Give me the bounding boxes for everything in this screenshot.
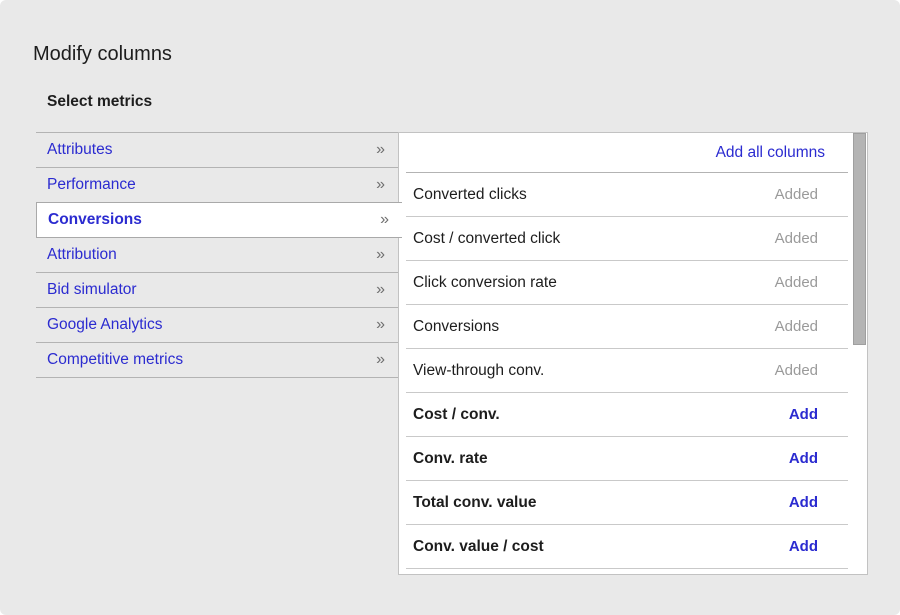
metric-label: Total conv. value xyxy=(413,493,537,511)
sidebar-item-attributes[interactable]: Attributes » xyxy=(36,133,398,168)
added-status: Added xyxy=(774,362,818,379)
chevron-right-icon: » xyxy=(376,316,385,333)
metric-label: Cost / converted click xyxy=(413,229,561,247)
category-label: Attributes xyxy=(47,141,113,158)
add-all-columns-link[interactable]: Add all columns xyxy=(715,143,825,161)
sidebar-item-performance[interactable]: Performance » xyxy=(36,168,398,203)
category-label: Google Analytics xyxy=(47,316,163,333)
sidebar-item-competitive-metrics[interactable]: Competitive metrics » xyxy=(36,343,398,378)
added-status: Added xyxy=(774,318,818,335)
select-metrics-heading: Select metrics xyxy=(47,93,153,110)
sidebar-item-conversions[interactable]: Conversions » xyxy=(36,202,402,238)
metric-label: Conv. rate xyxy=(413,449,488,467)
chevron-right-icon: » xyxy=(376,141,385,158)
add-button[interactable]: Add xyxy=(788,538,818,555)
category-label: Performance xyxy=(47,176,136,193)
metric-label: Click conversion rate xyxy=(413,273,557,291)
metric-row-converted-clicks: Converted clicks Added xyxy=(406,173,848,217)
sidebar-item-bid-simulator[interactable]: Bid simulator » xyxy=(36,273,398,308)
add-button[interactable]: Add xyxy=(788,450,818,467)
scrollbar-thumb[interactable] xyxy=(853,133,866,345)
metric-row-conversions: Conversions Added xyxy=(406,305,848,349)
chevron-right-icon: » xyxy=(376,351,385,368)
chevron-right-icon: » xyxy=(376,281,385,298)
category-label: Attribution xyxy=(47,246,117,263)
panel-header: Add all columns xyxy=(406,133,848,173)
dialog-title: Modify columns xyxy=(33,43,172,65)
metric-row-conv-value-cost: Conv. value / cost Add xyxy=(406,525,848,569)
metric-row-click-conversion-rate: Click conversion rate Added xyxy=(406,261,848,305)
added-status: Added xyxy=(774,230,818,247)
metric-label: View-through conv. xyxy=(413,361,545,379)
category-label: Bid simulator xyxy=(47,281,137,298)
metric-label: Converted clicks xyxy=(413,185,527,203)
add-button[interactable]: Add xyxy=(788,406,818,423)
chevron-right-icon: » xyxy=(376,176,385,193)
metric-label: Conv. value / cost xyxy=(413,537,544,555)
chevron-right-icon: » xyxy=(376,246,385,263)
category-label: Competitive metrics xyxy=(47,351,184,368)
sidebar-item-google-analytics[interactable]: Google Analytics » xyxy=(36,308,398,343)
metric-rows: Converted clicks Added Cost / converted cl… xyxy=(399,173,867,569)
chevron-right-icon: » xyxy=(380,211,389,228)
metric-row-conv-rate: Conv. rate Add xyxy=(406,437,848,481)
added-status: Added xyxy=(774,186,818,203)
add-button[interactable]: Add xyxy=(788,494,818,511)
metric-row-view-through-conv: View-through conv. Added xyxy=(406,349,848,393)
metrics-flyout-panel: Add all columns Converted clicks Added Cos… xyxy=(398,132,868,575)
metric-label: Cost / conv. xyxy=(413,405,500,423)
metric-row-total-conv-value: Total conv. value Add xyxy=(406,481,848,525)
added-status: Added xyxy=(774,274,818,291)
category-label: Conversions xyxy=(48,211,142,228)
metric-row-cost-converted-click: Cost / converted click Added xyxy=(406,217,848,261)
sidebar-item-attribution[interactable]: Attribution » xyxy=(36,238,398,273)
metric-category-list: Attributes» Performance» Conversions» Attri… xyxy=(36,132,402,378)
metric-row-cost-conv: Cost / conv. Add xyxy=(406,393,848,437)
metric-label: Conversions xyxy=(413,317,500,335)
